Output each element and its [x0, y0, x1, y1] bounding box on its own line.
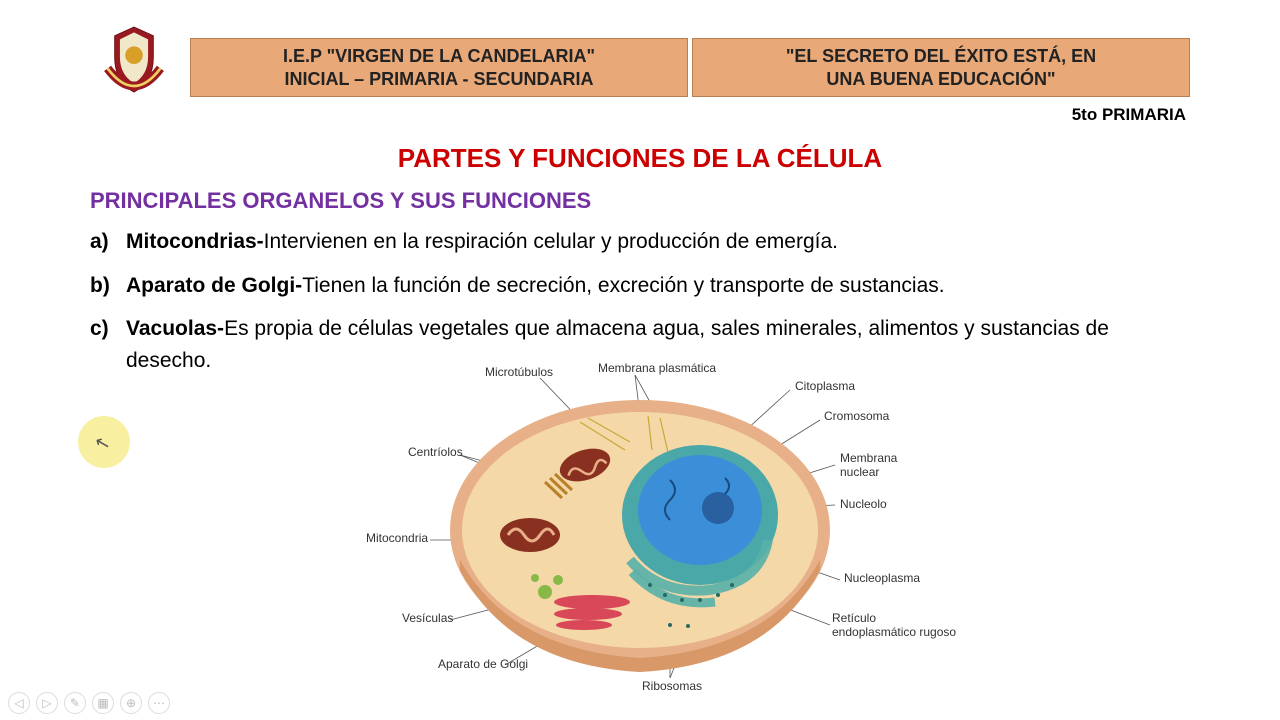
cell-diagram: Microtúbulos Membrana plasmática Citopla…: [330, 360, 970, 700]
label-mitocondria: Mitocondria: [366, 532, 428, 546]
banner-right: "EL SECRETO DEL ÉXITO ESTÁ, EN UNA BUENA…: [692, 38, 1190, 97]
item-body: Aparato de Golgi-Tienen la función de se…: [126, 270, 1190, 302]
list-item: a) Mitocondrias-Intervienen en la respir…: [90, 226, 1190, 258]
slide-grid-button[interactable]: ▦: [92, 692, 114, 714]
label-membrana-plasmatica: Membrana plasmática: [598, 362, 716, 376]
item-marker: a): [90, 226, 126, 258]
page-title: PARTES Y FUNCIONES DE LA CÉLULA: [90, 143, 1190, 174]
presentation-toolbar: ◁ ▷ ✎ ▦ ⊕ ⋯: [8, 692, 170, 714]
label-nucleolo: Nucleolo: [840, 498, 887, 512]
label-membrana-nuclear: Membrana nuclear: [840, 452, 897, 480]
label-aparato-golgi: Aparato de Golgi: [438, 658, 528, 672]
header-banners: I.E.P "VIRGEN DE LA CANDELARIA" INICIAL …: [190, 38, 1190, 97]
label-vesiculas: Vesículas: [402, 612, 453, 626]
list-item: b) Aparato de Golgi-Tienen la función de…: [90, 270, 1190, 302]
item-text: Tienen la función de secreción, excreció…: [302, 274, 944, 297]
banner-right-line2: UNA BUENA EDUCACIÓN": [703, 68, 1179, 91]
item-label: Aparato de Golgi-: [126, 274, 302, 297]
school-logo: [90, 20, 178, 108]
more-options-button[interactable]: ⋯: [148, 692, 170, 714]
label-cromosoma: Cromosoma: [824, 410, 889, 424]
label-microtubulos: Microtúbulos: [485, 366, 553, 380]
organelle-list: a) Mitocondrias-Intervienen en la respir…: [90, 226, 1190, 376]
item-label: Vacuolas-: [126, 317, 224, 340]
next-slide-button[interactable]: ▷: [36, 692, 58, 714]
label-ribosomas: Ribosomas: [642, 680, 702, 694]
banner-left-line2: INICIAL – PRIMARIA - SECUNDARIA: [201, 68, 677, 91]
banner-left-line1: I.E.P "VIRGEN DE LA CANDELARIA": [201, 45, 677, 68]
label-centriolos: Centríolos: [408, 446, 463, 460]
item-text: Intervienen en la respiración celular y …: [264, 230, 838, 253]
zoom-button[interactable]: ⊕: [120, 692, 142, 714]
banner-right-line1: "EL SECRETO DEL ÉXITO ESTÁ, EN: [703, 45, 1179, 68]
section-subtitle: PRINCIPALES ORGANELOS Y SUS FUNCIONES: [90, 188, 1190, 214]
prev-slide-button[interactable]: ◁: [8, 692, 30, 714]
label-reticulo: Retículo endoplasmático rugoso: [832, 612, 956, 640]
item-marker: b): [90, 270, 126, 302]
item-body: Mitocondrias-Intervienen en la respiraci…: [126, 226, 1190, 258]
pen-tool-button[interactable]: ✎: [64, 692, 86, 714]
label-nucleoplasma: Nucleoplasma: [844, 572, 920, 586]
item-marker: c): [90, 313, 126, 376]
item-label: Mitocondrias-: [126, 230, 264, 253]
label-citoplasma: Citoplasma: [795, 380, 855, 394]
header-row: I.E.P "VIRGEN DE LA CANDELARIA" INICIAL …: [90, 20, 1190, 125]
banner-left: I.E.P "VIRGEN DE LA CANDELARIA" INICIAL …: [190, 38, 688, 97]
grade-level: 5to PRIMARIA: [190, 105, 1190, 125]
